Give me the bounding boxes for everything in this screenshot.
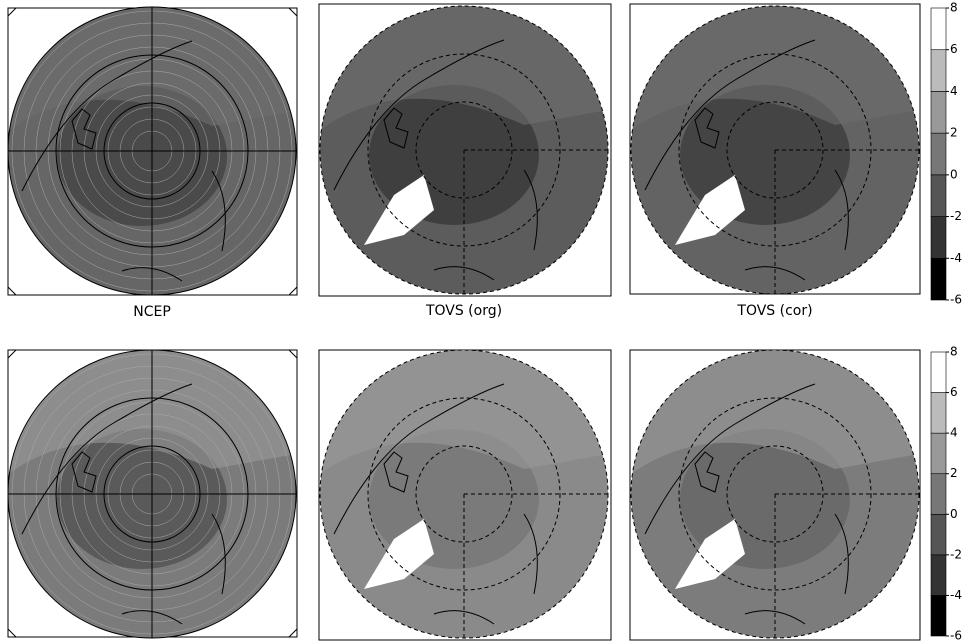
map-panel bbox=[319, 4, 611, 296]
colorbar-tick-label: 4 bbox=[950, 84, 958, 98]
colorbar-band bbox=[931, 175, 946, 217]
colorbar-band bbox=[931, 514, 946, 555]
maps bbox=[8, 4, 920, 640]
colorbar-band bbox=[931, 352, 946, 393]
colorbar-tick-label: -2 bbox=[950, 547, 962, 561]
colorbar-band bbox=[931, 91, 946, 133]
figure: NCEP TOVS (org) TOVS (cor) -6-4-202468-6… bbox=[0, 0, 969, 642]
colorbar-tick-label: 6 bbox=[950, 42, 958, 56]
colorbar-band bbox=[931, 8, 946, 50]
colorbar-tick-label: 2 bbox=[950, 466, 958, 480]
panel-label: NCEP bbox=[133, 304, 171, 320]
colorbar-band bbox=[931, 555, 946, 596]
colorbar-tick-label: 0 bbox=[950, 507, 958, 521]
map-panel bbox=[319, 350, 611, 640]
colorbar-tick-label: -2 bbox=[950, 209, 962, 223]
colorbar-tick-label: -6 bbox=[950, 293, 962, 307]
colorbar-tick-label: 8 bbox=[950, 1, 958, 15]
colorbar-band bbox=[931, 50, 946, 92]
colorbar-band bbox=[931, 433, 946, 474]
colorbar-tick-label: -4 bbox=[950, 251, 962, 265]
colorbar-band bbox=[931, 474, 946, 515]
colorbar-tick-label: 0 bbox=[950, 167, 958, 181]
colorbar: -6 -4 -2 0 2 4 6 8 bbox=[931, 1, 962, 307]
map-panel bbox=[8, 7, 297, 295]
colorbar: -6 -4 -2 0 2 4 6 8 bbox=[931, 345, 962, 642]
colorbar-tick-label: 8 bbox=[950, 345, 958, 359]
panel-label: TOVS (org) bbox=[425, 303, 502, 319]
colorbar-tick-label: -6 bbox=[950, 629, 962, 642]
colorbar-tick-label: -4 bbox=[950, 588, 962, 602]
colorbar-band bbox=[931, 217, 946, 259]
colorbar-tick-label: 6 bbox=[950, 385, 958, 399]
colorbar-band bbox=[931, 595, 946, 636]
colorbar-band bbox=[931, 133, 946, 175]
map-panel bbox=[630, 4, 920, 294]
map-panel bbox=[630, 350, 920, 640]
colorbar-tick-label: 2 bbox=[950, 126, 958, 140]
panel-label: TOVS (cor) bbox=[736, 303, 812, 319]
colorbar-tick-label: 4 bbox=[950, 426, 958, 440]
colorbar-band bbox=[931, 393, 946, 434]
colorbar-band bbox=[931, 258, 946, 300]
map-panel bbox=[8, 350, 297, 638]
